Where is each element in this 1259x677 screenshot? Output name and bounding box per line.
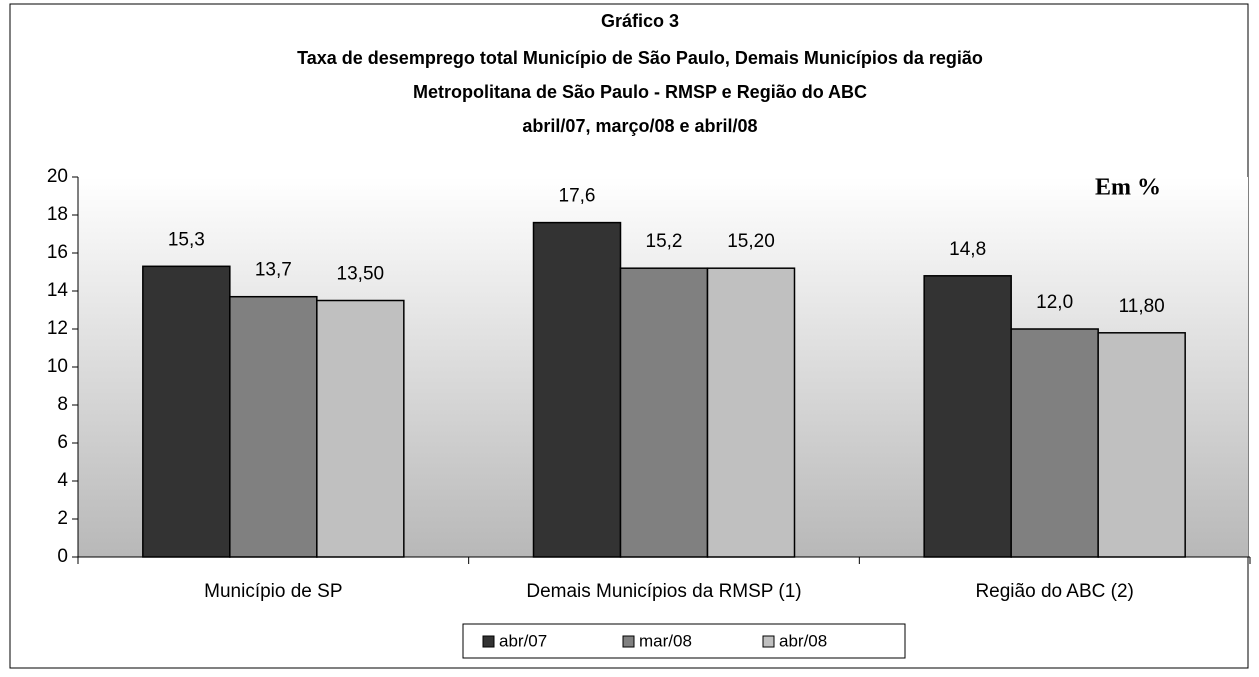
y-tick-label: 2 <box>57 508 68 529</box>
chart-title: Metropolitana de São Paulo - RMSP e Regi… <box>413 82 867 102</box>
legend-swatch <box>762 635 775 648</box>
legend-label: abr/07 <box>499 631 547 650</box>
chart-title: Gráfico 3 <box>601 11 679 31</box>
x-tick-label: Demais Municípios da RMSP (1) <box>526 581 801 602</box>
bar <box>316 299 405 558</box>
y-tick-label: 14 <box>47 280 69 301</box>
value-label: 14,8 <box>949 239 986 260</box>
y-tick-label: 6 <box>57 432 68 453</box>
value-label: 15,2 <box>646 231 683 252</box>
chart-title: abril/07, março/08 e abril/08 <box>522 116 757 136</box>
legend-swatch <box>482 635 495 648</box>
y-tick-label: 8 <box>57 394 68 415</box>
bar <box>532 221 622 558</box>
value-label: 15,3 <box>168 229 205 250</box>
unit-annotation: Em % <box>1095 175 1161 201</box>
bar <box>619 267 709 558</box>
legend-label: mar/08 <box>639 631 692 650</box>
legend-label: abr/08 <box>779 631 827 650</box>
y-tick-label: 0 <box>57 546 68 567</box>
value-label: 12,0 <box>1036 292 1073 313</box>
y-tick-label: 18 <box>47 204 68 225</box>
x-tick-label: Região do ABC (2) <box>975 581 1133 602</box>
bar <box>142 265 231 558</box>
bar <box>1097 332 1186 558</box>
value-label: 13,7 <box>255 260 292 281</box>
y-tick-label: 4 <box>57 470 68 491</box>
y-tick-label: 12 <box>47 318 68 339</box>
value-label: 13,50 <box>337 264 385 285</box>
bar <box>923 275 1012 558</box>
chart-title: Taxa de desemprego total Município de Sã… <box>297 48 983 68</box>
legend-box <box>462 623 906 659</box>
y-tick-label: 16 <box>47 242 68 263</box>
x-tick-label: Município de SP <box>204 581 342 602</box>
y-tick-label: 20 <box>47 166 68 187</box>
value-label: 17,6 <box>559 186 596 207</box>
legend-swatch <box>622 635 635 648</box>
bar <box>1010 328 1099 558</box>
bar <box>229 295 318 558</box>
value-label: 11,80 <box>1119 296 1165 317</box>
value-label: 15,20 <box>727 231 775 252</box>
y-tick-label: 10 <box>47 356 68 377</box>
bar <box>706 267 796 558</box>
